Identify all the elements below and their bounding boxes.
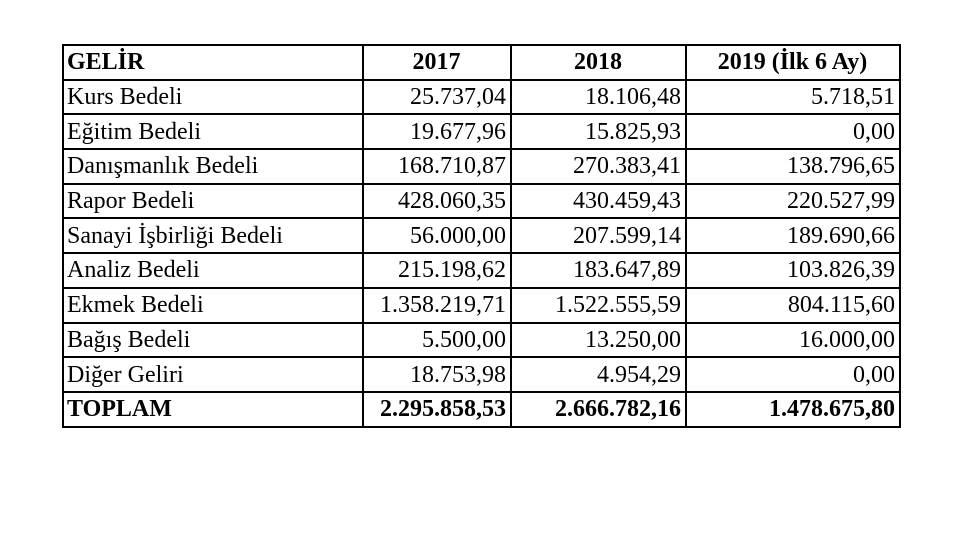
row-label-cell: Danışmanlık Bedeli xyxy=(62,148,364,185)
row-label-cell: Bağış Bedeli xyxy=(62,321,364,359)
table-row: Analiz Bedeli 215.198,62 183.647,89 103.… xyxy=(62,252,901,289)
table-row: Danışmanlık Bedeli 168.710,87 270.383,41… xyxy=(62,148,901,185)
value-cell: 19.677,96 xyxy=(362,113,512,151)
value-cell: 183.647,89 xyxy=(510,252,687,289)
table-row: Diğer Geliri 18.753,98 4.954,29 0,00 xyxy=(62,356,901,393)
row-label-cell: Sanayi İşbirliği Bedeli xyxy=(62,217,364,255)
value-cell: 5.718,51 xyxy=(685,78,901,116)
table-row: Eğitim Bedeli 19.677,96 15.825,93 0,00 xyxy=(62,113,901,151)
total-label-cell: TOPLAM xyxy=(62,390,364,428)
table-row: Ekmek Bedeli 1.358.219,71 1.522.555,59 8… xyxy=(62,286,901,324)
header-cell-2018: 2018 xyxy=(510,44,687,81)
total-row: TOPLAM 2.295.858,53 2.666.782,16 1.478.6… xyxy=(62,390,901,428)
header-cell-2019: 2019 (İlk 6 Ay) xyxy=(685,44,901,81)
value-cell: 138.796,65 xyxy=(685,148,901,185)
row-label-cell: Eğitim Bedeli xyxy=(62,113,364,151)
value-cell: 207.599,14 xyxy=(510,217,687,255)
header-cell-gelir: GELİR xyxy=(62,44,364,81)
value-cell: 220.527,99 xyxy=(685,182,901,220)
table-row: Sanayi İşbirliği Bedeli 56.000,00 207.59… xyxy=(62,217,901,255)
value-cell: 168.710,87 xyxy=(362,148,512,185)
value-cell: 0,00 xyxy=(685,356,901,393)
row-label-cell: Analiz Bedeli xyxy=(62,252,364,289)
total-value-cell: 2.295.858,53 xyxy=(362,390,512,428)
value-cell: 56.000,00 xyxy=(362,217,512,255)
table-row: Bağış Bedeli 5.500,00 13.250,00 16.000,0… xyxy=(62,321,901,359)
table-row: Rapor Bedeli 428.060,35 430.459,43 220.5… xyxy=(62,182,901,220)
row-label-cell: Ekmek Bedeli xyxy=(62,286,364,324)
value-cell: 5.500,00 xyxy=(362,321,512,359)
header-row: GELİR 2017 2018 2019 (İlk 6 Ay) xyxy=(62,44,901,81)
value-cell: 1.522.555,59 xyxy=(510,286,687,324)
value-cell: 25.737,04 xyxy=(362,78,512,116)
income-table: GELİR 2017 2018 2019 (İlk 6 Ay) Kurs Bed… xyxy=(62,44,901,428)
row-label-cell: Kurs Bedeli xyxy=(62,78,364,116)
value-cell: 270.383,41 xyxy=(510,148,687,185)
value-cell: 428.060,35 xyxy=(362,182,512,220)
value-cell: 4.954,29 xyxy=(510,356,687,393)
value-cell: 16.000,00 xyxy=(685,321,901,359)
value-cell: 103.826,39 xyxy=(685,252,901,289)
value-cell: 15.825,93 xyxy=(510,113,687,151)
value-cell: 215.198,62 xyxy=(362,252,512,289)
value-cell: 804.115,60 xyxy=(685,286,901,324)
value-cell: 13.250,00 xyxy=(510,321,687,359)
value-cell: 18.106,48 xyxy=(510,78,687,116)
value-cell: 18.753,98 xyxy=(362,356,512,393)
value-cell: 189.690,66 xyxy=(685,217,901,255)
header-cell-2017: 2017 xyxy=(362,44,512,81)
value-cell: 1.358.219,71 xyxy=(362,286,512,324)
value-cell: 430.459,43 xyxy=(510,182,687,220)
total-value-cell: 1.478.675,80 xyxy=(685,390,901,428)
row-label-cell: Diğer Geliri xyxy=(62,356,364,393)
table-row: Kurs Bedeli 25.737,04 18.106,48 5.718,51 xyxy=(62,78,901,116)
value-cell: 0,00 xyxy=(685,113,901,151)
total-value-cell: 2.666.782,16 xyxy=(510,390,687,428)
row-label-cell: Rapor Bedeli xyxy=(62,182,364,220)
